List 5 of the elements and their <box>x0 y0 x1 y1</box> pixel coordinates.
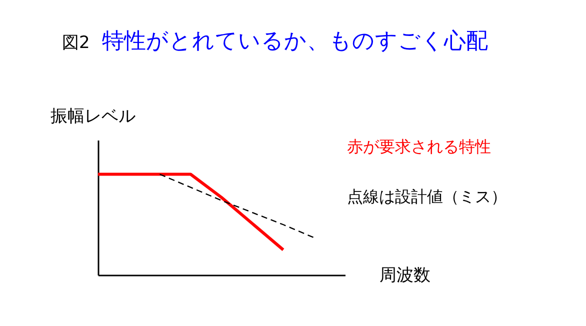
text: 赤が要求される特性 <box>347 137 491 156</box>
text: 点線は設計値（ミス） <box>347 187 507 206</box>
chart-title: 図2 特性がとれているか、ものすごく心配 <box>62 29 488 54</box>
y-axis-title: 振幅レベル <box>50 106 136 126</box>
x-axis-title: 周波数 <box>380 266 430 286</box>
